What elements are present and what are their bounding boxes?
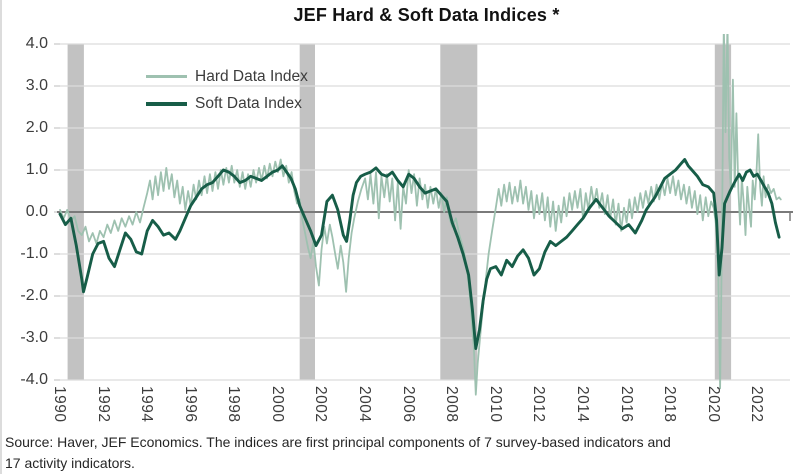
x-tick-label: 1996 (181, 386, 199, 423)
x-tick-label: 2014 (573, 386, 591, 423)
x-tick-label: 2016 (617, 386, 635, 423)
x-tick-label: 1994 (138, 386, 156, 423)
hard-line-swatch-icon (146, 75, 187, 78)
x-tick-label: 2012 (530, 386, 548, 423)
left-edge-line (0, 0, 2, 474)
legend-item-hard: Hard Data Index (146, 63, 308, 90)
legend: Hard Data Index Soft Data Index (146, 63, 308, 117)
y-tick-label: -3.0 (20, 329, 48, 346)
y-tick-label: 1.0 (25, 161, 48, 178)
x-tick-label: 2010 (486, 386, 504, 423)
x-tick-label: 1998 (225, 386, 243, 423)
y-tick-label: 3.0 (25, 77, 48, 94)
x-tick-label: 2002 (312, 386, 330, 423)
soft-line-swatch-icon (146, 101, 187, 106)
x-tick-label: 2008 (443, 386, 461, 423)
x-tick-label: 2006 (399, 386, 417, 423)
y-tick-label: 2.0 (25, 119, 48, 136)
y-tick-label: -1.0 (20, 245, 48, 262)
x-tick-label: 2000 (268, 386, 286, 423)
source-note: Source: Haver, JEF Economics. The indice… (5, 432, 671, 474)
chart-title: JEF Hard & Soft Data Indices * (293, 5, 560, 25)
y-tick-label: -4.0 (20, 371, 48, 388)
soft-data-line (58, 158, 781, 350)
x-tick-label: 1992 (94, 386, 112, 423)
x-tick-label: 2020 (704, 386, 722, 423)
source-note-line1: Source: Haver, JEF Economics. The indice… (5, 434, 671, 450)
x-tick-label: 2022 (748, 386, 766, 423)
plot-area (54, 34, 793, 396)
x-tick-label: 2018 (661, 386, 679, 423)
x-tick-label: 1990 (51, 386, 68, 423)
legend-label-soft: Soft Data Index (195, 94, 302, 112)
source-note-line2: 17 activity indicators. (5, 455, 135, 471)
x-tick-label: 2004 (356, 386, 374, 423)
y-tick-label: 4.0 (25, 35, 48, 52)
legend-label-hard: Hard Data Index (195, 67, 308, 85)
y-tick-label: 0.0 (25, 203, 48, 220)
y-tick-label: -2.0 (20, 287, 48, 304)
legend-item-soft: Soft Data Index (146, 90, 308, 117)
